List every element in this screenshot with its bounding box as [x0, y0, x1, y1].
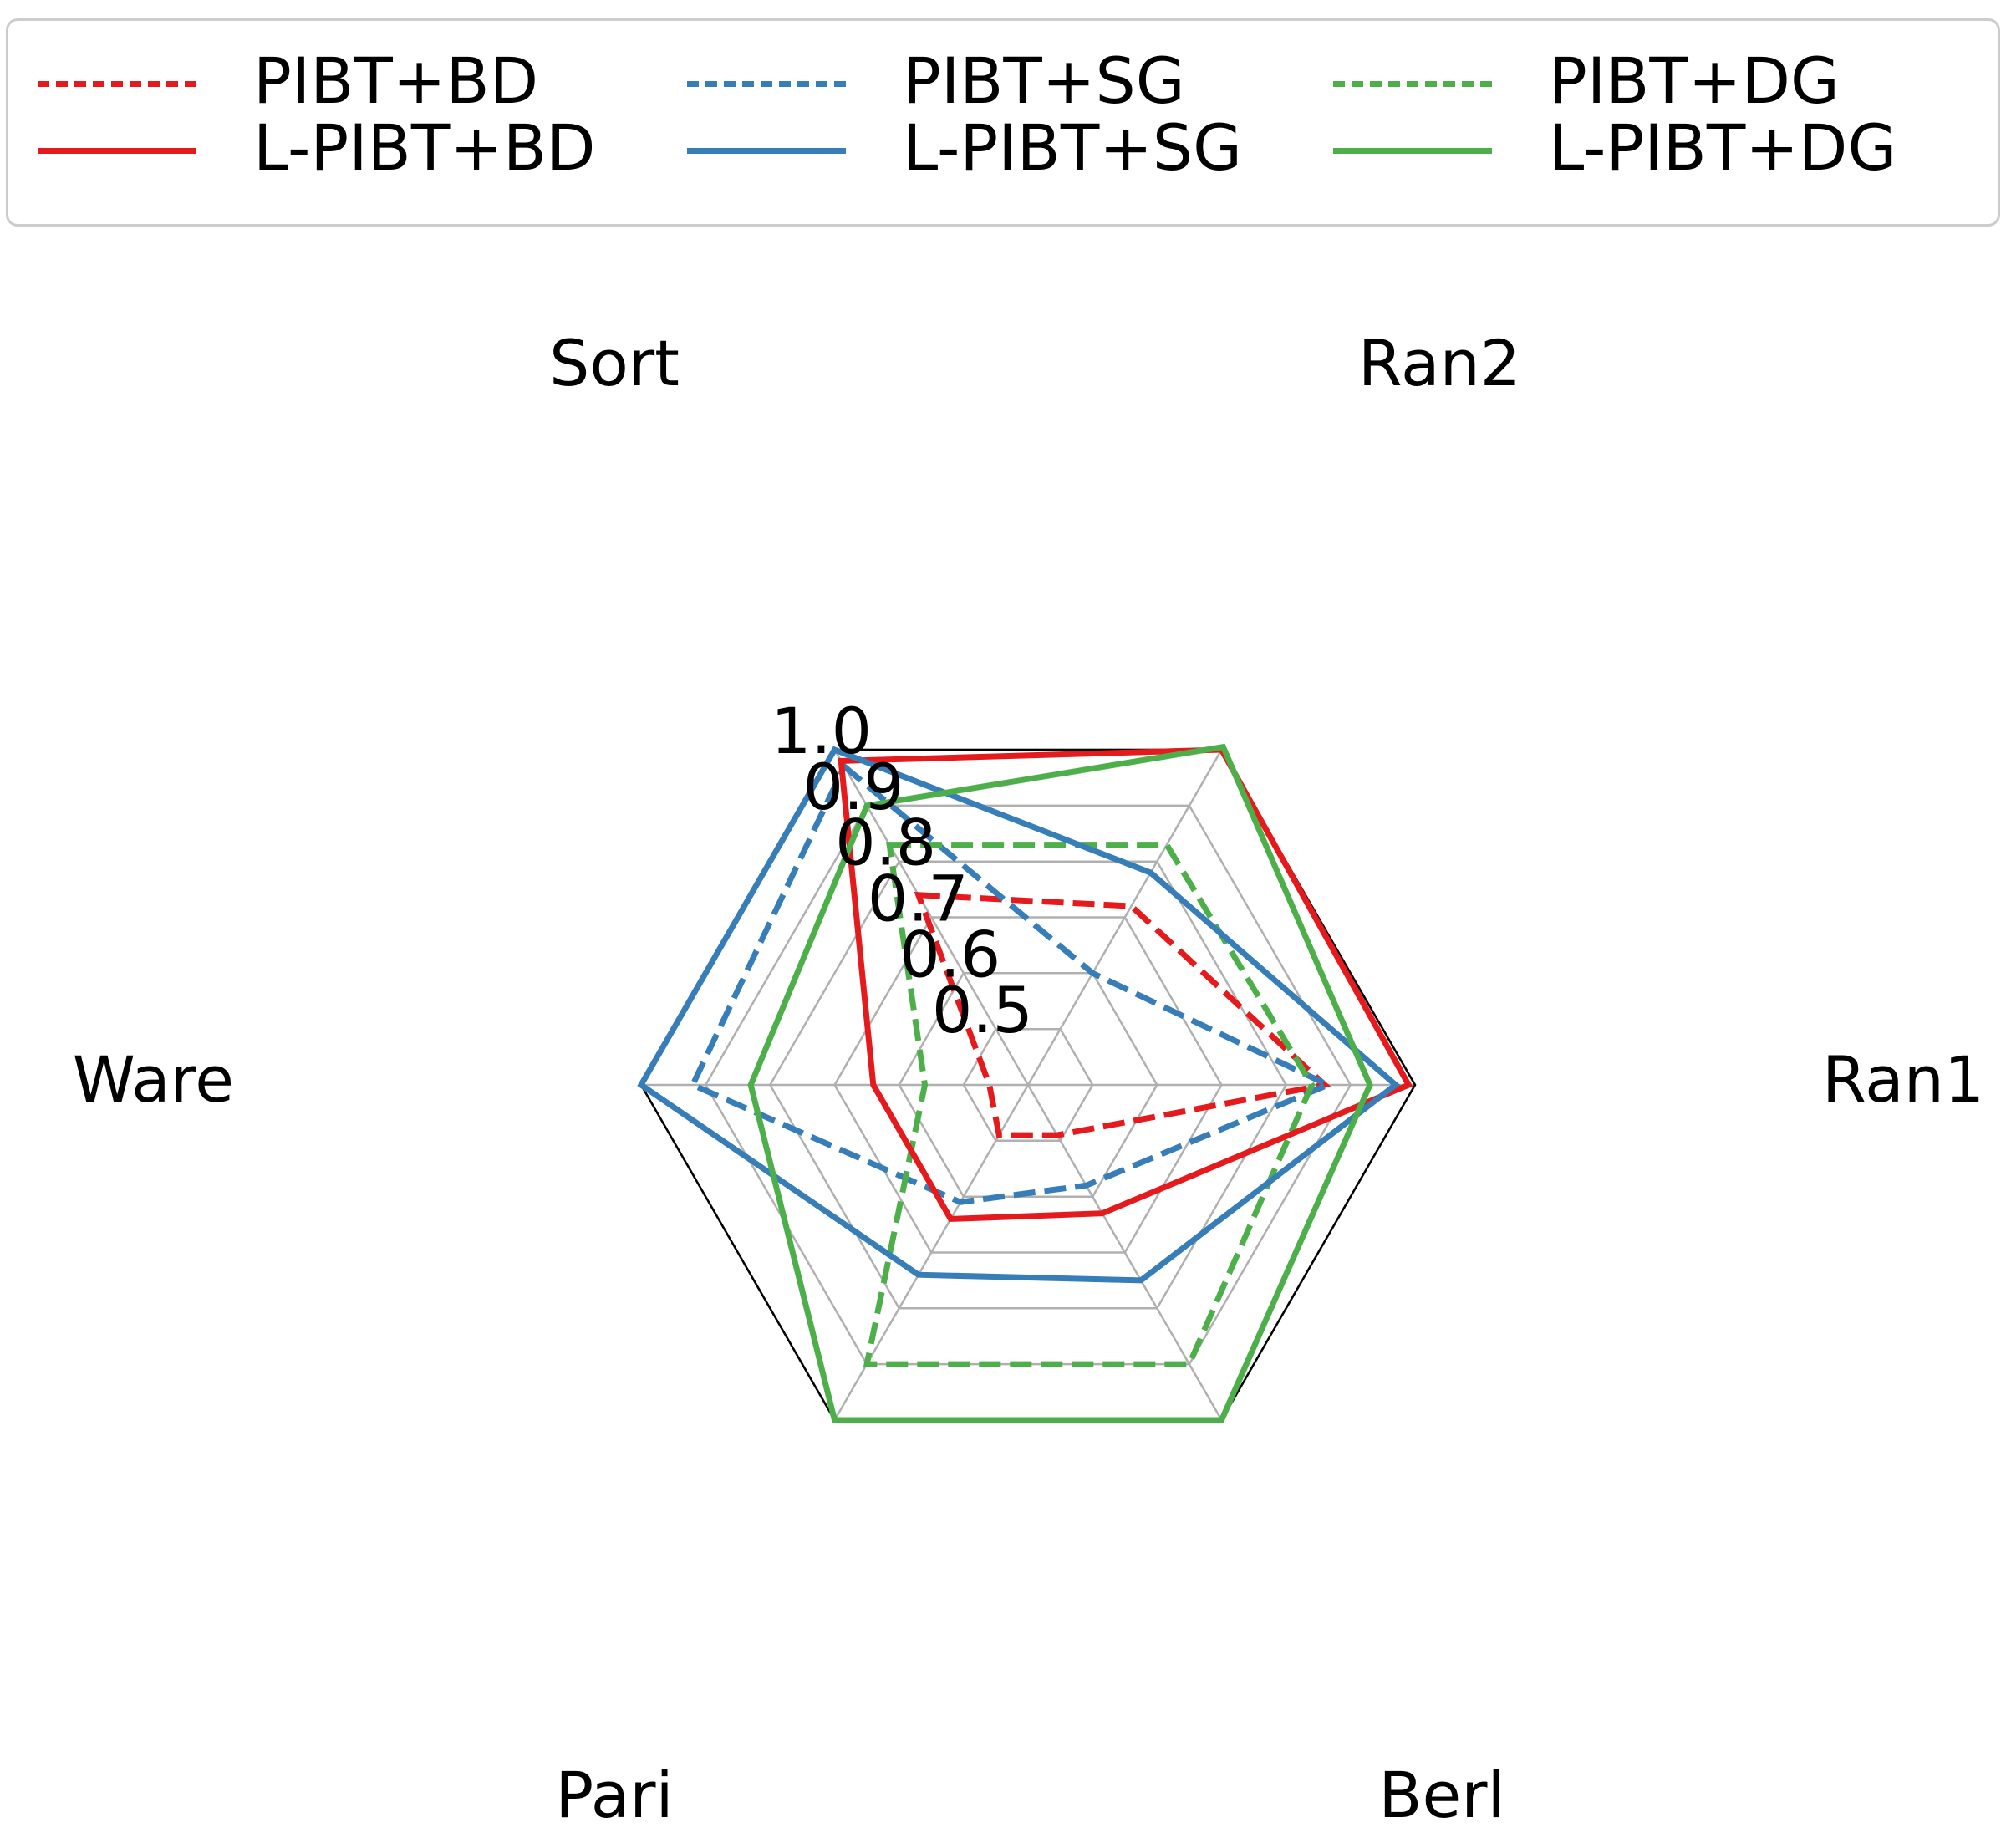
legend-entry-pibt-bd: PIBT+BD — [38, 48, 673, 115]
legend-entry-pibt-sg: PIBT+SG — [687, 48, 1322, 115]
legend-label: L-PIBT+DG — [1549, 110, 1897, 185]
legend-label: L-PIBT+SG — [903, 110, 1243, 185]
grid-ring — [833, 916, 1223, 1254]
series-line-l-pibt-sg — [637, 746, 1401, 1284]
labels: 0.50.60.70.80.91.0 Sort Ran2 Ran1 Berl Pari Wa… — [73, 326, 1984, 1832]
axis-label-ran1: Ran1 — [1822, 1042, 1984, 1117]
legend-label: L-PIBT+BD — [253, 110, 596, 185]
series-line-pibt-bd — [914, 892, 1331, 1138]
legend-entry-l-pibt-dg: L-PIBT+DG — [1333, 115, 1968, 181]
legend-swatch — [687, 148, 846, 154]
legend-label: PIBT+SG — [903, 43, 1185, 118]
radial-tick-label: 1.0 — [771, 694, 872, 768]
axis-label-pari: Pari — [555, 1758, 673, 1832]
legend-swatch — [1333, 148, 1492, 154]
legend-swatch — [687, 81, 846, 87]
axis-label-ware: Ware — [73, 1042, 234, 1117]
legend-swatch — [38, 148, 196, 154]
grid — [639, 748, 1417, 1422]
series-layer — [637, 743, 1413, 1423]
radial-tick-label: 0.8 — [835, 806, 936, 880]
series-line-pibt-sg — [688, 761, 1336, 1205]
legend-entry-l-pibt-sg: L-PIBT+SG — [687, 115, 1322, 181]
radial-tick-label: 0.6 — [899, 917, 1000, 991]
axis-label-ran2: Ran2 — [1358, 326, 1520, 400]
radial-tick-label: 0.5 — [932, 973, 1033, 1047]
radial-tick-label: 0.9 — [803, 750, 904, 824]
legend-entry-l-pibt-bd: L-PIBT+BD — [38, 115, 673, 181]
series-line-pibt-dg — [863, 842, 1316, 1367]
grid-ring — [962, 1027, 1094, 1143]
legend-swatch — [1333, 81, 1492, 87]
radial-tick-label: 0.7 — [868, 862, 969, 936]
axis-label-berl: Berl — [1378, 1758, 1504, 1832]
series-line-l-pibt-dg — [747, 743, 1373, 1423]
axis-label-sort: Sort — [549, 326, 680, 400]
legend-entry-pibt-dg: PIBT+DG — [1333, 48, 1968, 115]
legend: PIBT+BD L-PIBT+BD PIBT+SG L-PIBT+SG PIBT… — [6, 18, 2000, 227]
legend-label: PIBT+BD — [253, 43, 539, 118]
grid-ring — [768, 860, 1288, 1310]
legend-label: PIBT+DG — [1549, 43, 1840, 118]
grid-ring — [704, 804, 1352, 1366]
legend-swatch — [38, 81, 196, 87]
